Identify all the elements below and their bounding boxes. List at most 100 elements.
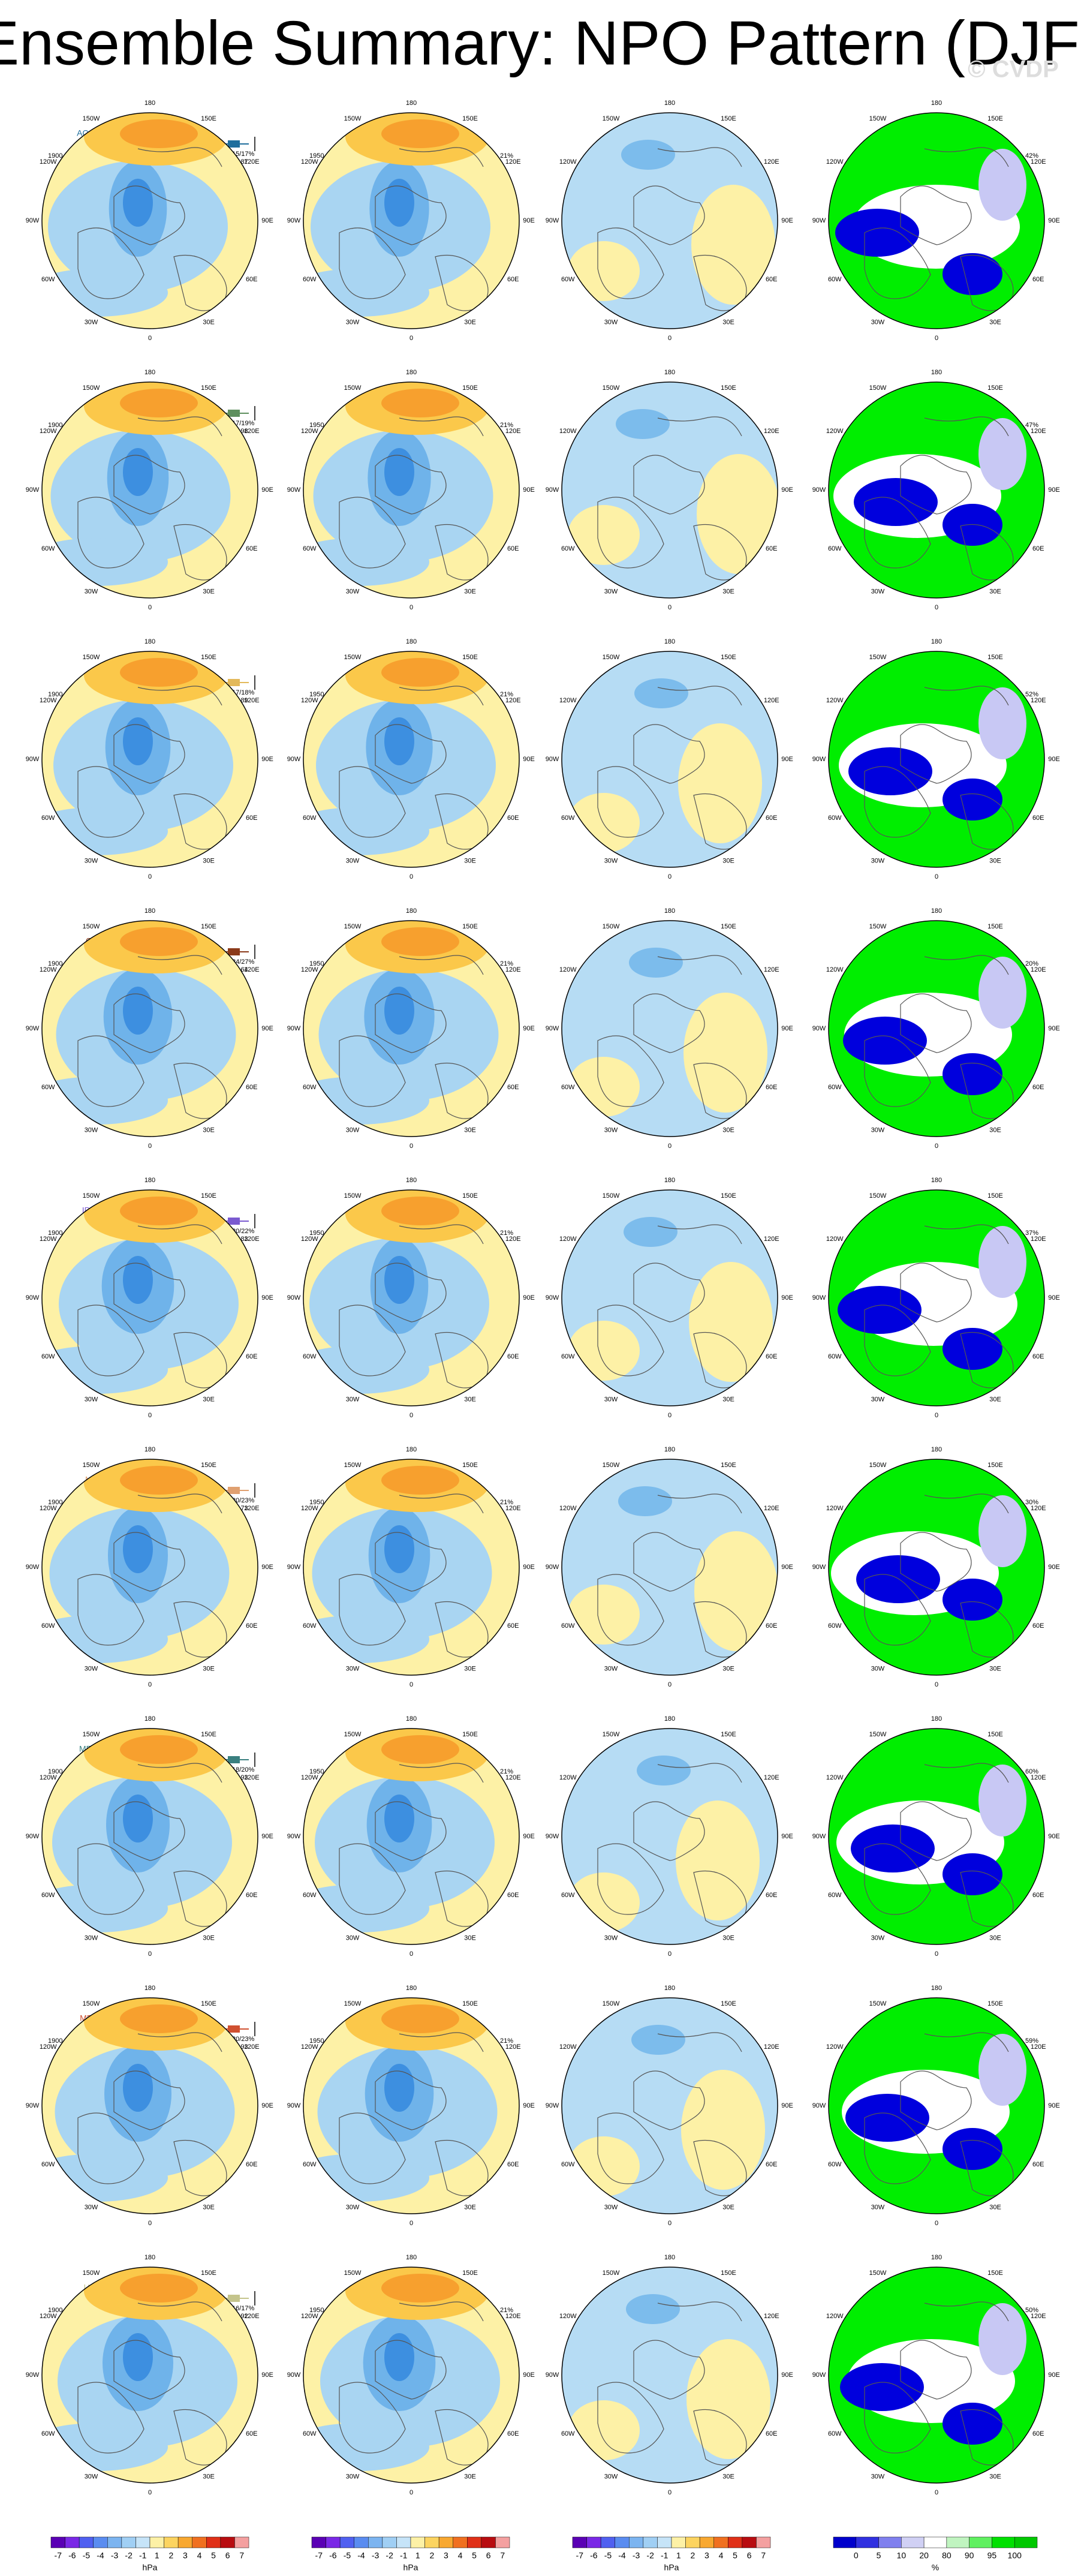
longitude-label: 30E xyxy=(203,858,215,865)
longitude-label: 90W xyxy=(546,217,559,224)
longitude-label: 0 xyxy=(668,873,672,880)
longitude-label: 180 xyxy=(144,1177,155,1184)
longitude-label: 0 xyxy=(148,1412,152,1419)
longitude-label: 0 xyxy=(668,1412,672,1419)
longitude-label: 150W xyxy=(603,384,620,392)
longitude-label: 60E xyxy=(766,1353,778,1360)
longitude-label: 60E xyxy=(246,2430,258,2437)
longitude-label: 120W xyxy=(826,158,844,166)
longitude-label: 90E xyxy=(1048,1833,1060,1840)
longitude-label: 60E xyxy=(507,1622,519,1630)
longitude-label: 150W xyxy=(344,384,362,392)
longitude-label: 30E xyxy=(722,2204,734,2211)
map xyxy=(829,382,1044,598)
longitude-label: 60E xyxy=(1032,1622,1044,1630)
longitude-label: 60E xyxy=(766,1622,778,1630)
colorbar-box xyxy=(629,2536,644,2548)
longitude-label: 30W xyxy=(85,2204,98,2211)
rank-low xyxy=(856,1555,940,1603)
longitude-label: 120E xyxy=(244,1236,260,1243)
map xyxy=(562,2267,778,2483)
longitude-label: 30E xyxy=(464,1396,476,1403)
longitude-label: 90E xyxy=(1048,756,1060,763)
positive-core xyxy=(381,658,459,687)
longitude-label: 0 xyxy=(148,873,152,880)
colorbar-box xyxy=(326,2536,341,2548)
map-border xyxy=(41,920,258,1137)
map xyxy=(829,113,1044,329)
longitude-label: 30E xyxy=(722,1396,734,1403)
longitude-label: 180 xyxy=(144,1446,155,1453)
longitude-label: 0 xyxy=(409,2489,413,2496)
longitude-label: 30E xyxy=(464,588,476,596)
longitude-label: 30E xyxy=(464,1666,476,1673)
longitude-label: 150E xyxy=(462,2000,478,2007)
colorbar-tick-label: 2 xyxy=(168,2551,173,2560)
longitude-label: 90W xyxy=(26,1833,40,1840)
longitude-label: 60E xyxy=(766,545,778,552)
longitude-label: 90E xyxy=(781,1564,793,1571)
longitude-label: 60E xyxy=(507,1084,519,1091)
longitude-label: 90W xyxy=(287,1833,301,1840)
coastline xyxy=(77,1763,227,1927)
longitude-label: 30E xyxy=(722,858,734,865)
longitude-label: 30E xyxy=(464,1935,476,1942)
longitude-label: 30E xyxy=(989,2473,1001,2481)
rank-low xyxy=(843,1017,927,1065)
colorbar-tick-label: 1 xyxy=(415,2551,420,2560)
era5-pct: 21% xyxy=(500,1499,513,1506)
negative-core xyxy=(637,1756,691,1786)
colorbar-tick-label: 5 xyxy=(472,2551,477,2560)
coastline xyxy=(77,955,227,1119)
longitude-label: 120W xyxy=(559,2043,577,2051)
negative-core xyxy=(384,2064,414,2112)
longitude-label: 30E xyxy=(989,319,1001,326)
longitude-label: 120E xyxy=(764,966,779,973)
rank-mid xyxy=(978,957,1026,1029)
colorbar-tick-label: 4 xyxy=(719,2551,724,2560)
longitude-label: 0 xyxy=(668,1950,672,1958)
colorbar-unit: % xyxy=(932,2563,939,2572)
longitude-label: 30E xyxy=(989,858,1001,865)
longitude-label: 30E xyxy=(989,1935,1001,1942)
longitude-label: 120W xyxy=(301,1505,318,1512)
longitude-label: 90E xyxy=(1048,2371,1060,2379)
colorbar-tick-label: -7 xyxy=(315,2551,323,2560)
longitude-label: 120W xyxy=(40,1236,57,1243)
colorbar-tick-label: 6 xyxy=(747,2551,752,2560)
longitude-label: 60E xyxy=(507,545,519,552)
longitude-label: 90E xyxy=(261,2102,273,2109)
longitude-label: 150W xyxy=(869,384,887,392)
coastline xyxy=(597,1493,747,1658)
longitude-label: 150E xyxy=(721,1192,736,1200)
longitude-label: 30E xyxy=(203,2204,215,2211)
negative-core xyxy=(624,1217,677,1247)
longitude-label: 30W xyxy=(85,1666,98,1673)
positive-region xyxy=(568,2400,640,2460)
longitude-label: 90W xyxy=(287,1294,301,1301)
longitude-label: 150W xyxy=(869,923,887,930)
longitude-label: 90E xyxy=(523,756,535,763)
longitude-label: 150W xyxy=(83,115,100,122)
longitude-label: 150E xyxy=(987,115,1003,122)
longitude-label: 180 xyxy=(144,1715,155,1723)
longitude-label: 180 xyxy=(664,1985,675,1992)
longitude-label: 90W xyxy=(287,1564,301,1571)
longitude-label: 30W xyxy=(346,1127,360,1134)
colorbar-tick-label: -5 xyxy=(344,2551,351,2560)
map xyxy=(303,1190,519,1406)
colorbar-box xyxy=(742,2536,757,2548)
longitude-label: 150W xyxy=(603,1192,620,1200)
longitude-label: 30W xyxy=(85,1935,98,1942)
rank-pct: 50% xyxy=(1025,2307,1038,2314)
longitude-label: 90W xyxy=(287,2102,301,2109)
longitude-label: 0 xyxy=(668,1143,672,1150)
longitude-label: 150E xyxy=(987,1192,1003,1200)
longitude-label: 30W xyxy=(346,1935,360,1942)
longitude-label: 150W xyxy=(83,923,100,930)
longitude-label: 120W xyxy=(559,158,577,166)
longitude-label: 120E xyxy=(764,1505,779,1512)
longitude-label: 60W xyxy=(828,2161,842,2168)
rank-low xyxy=(845,2094,929,2142)
longitude-label: 30E xyxy=(464,2473,476,2481)
